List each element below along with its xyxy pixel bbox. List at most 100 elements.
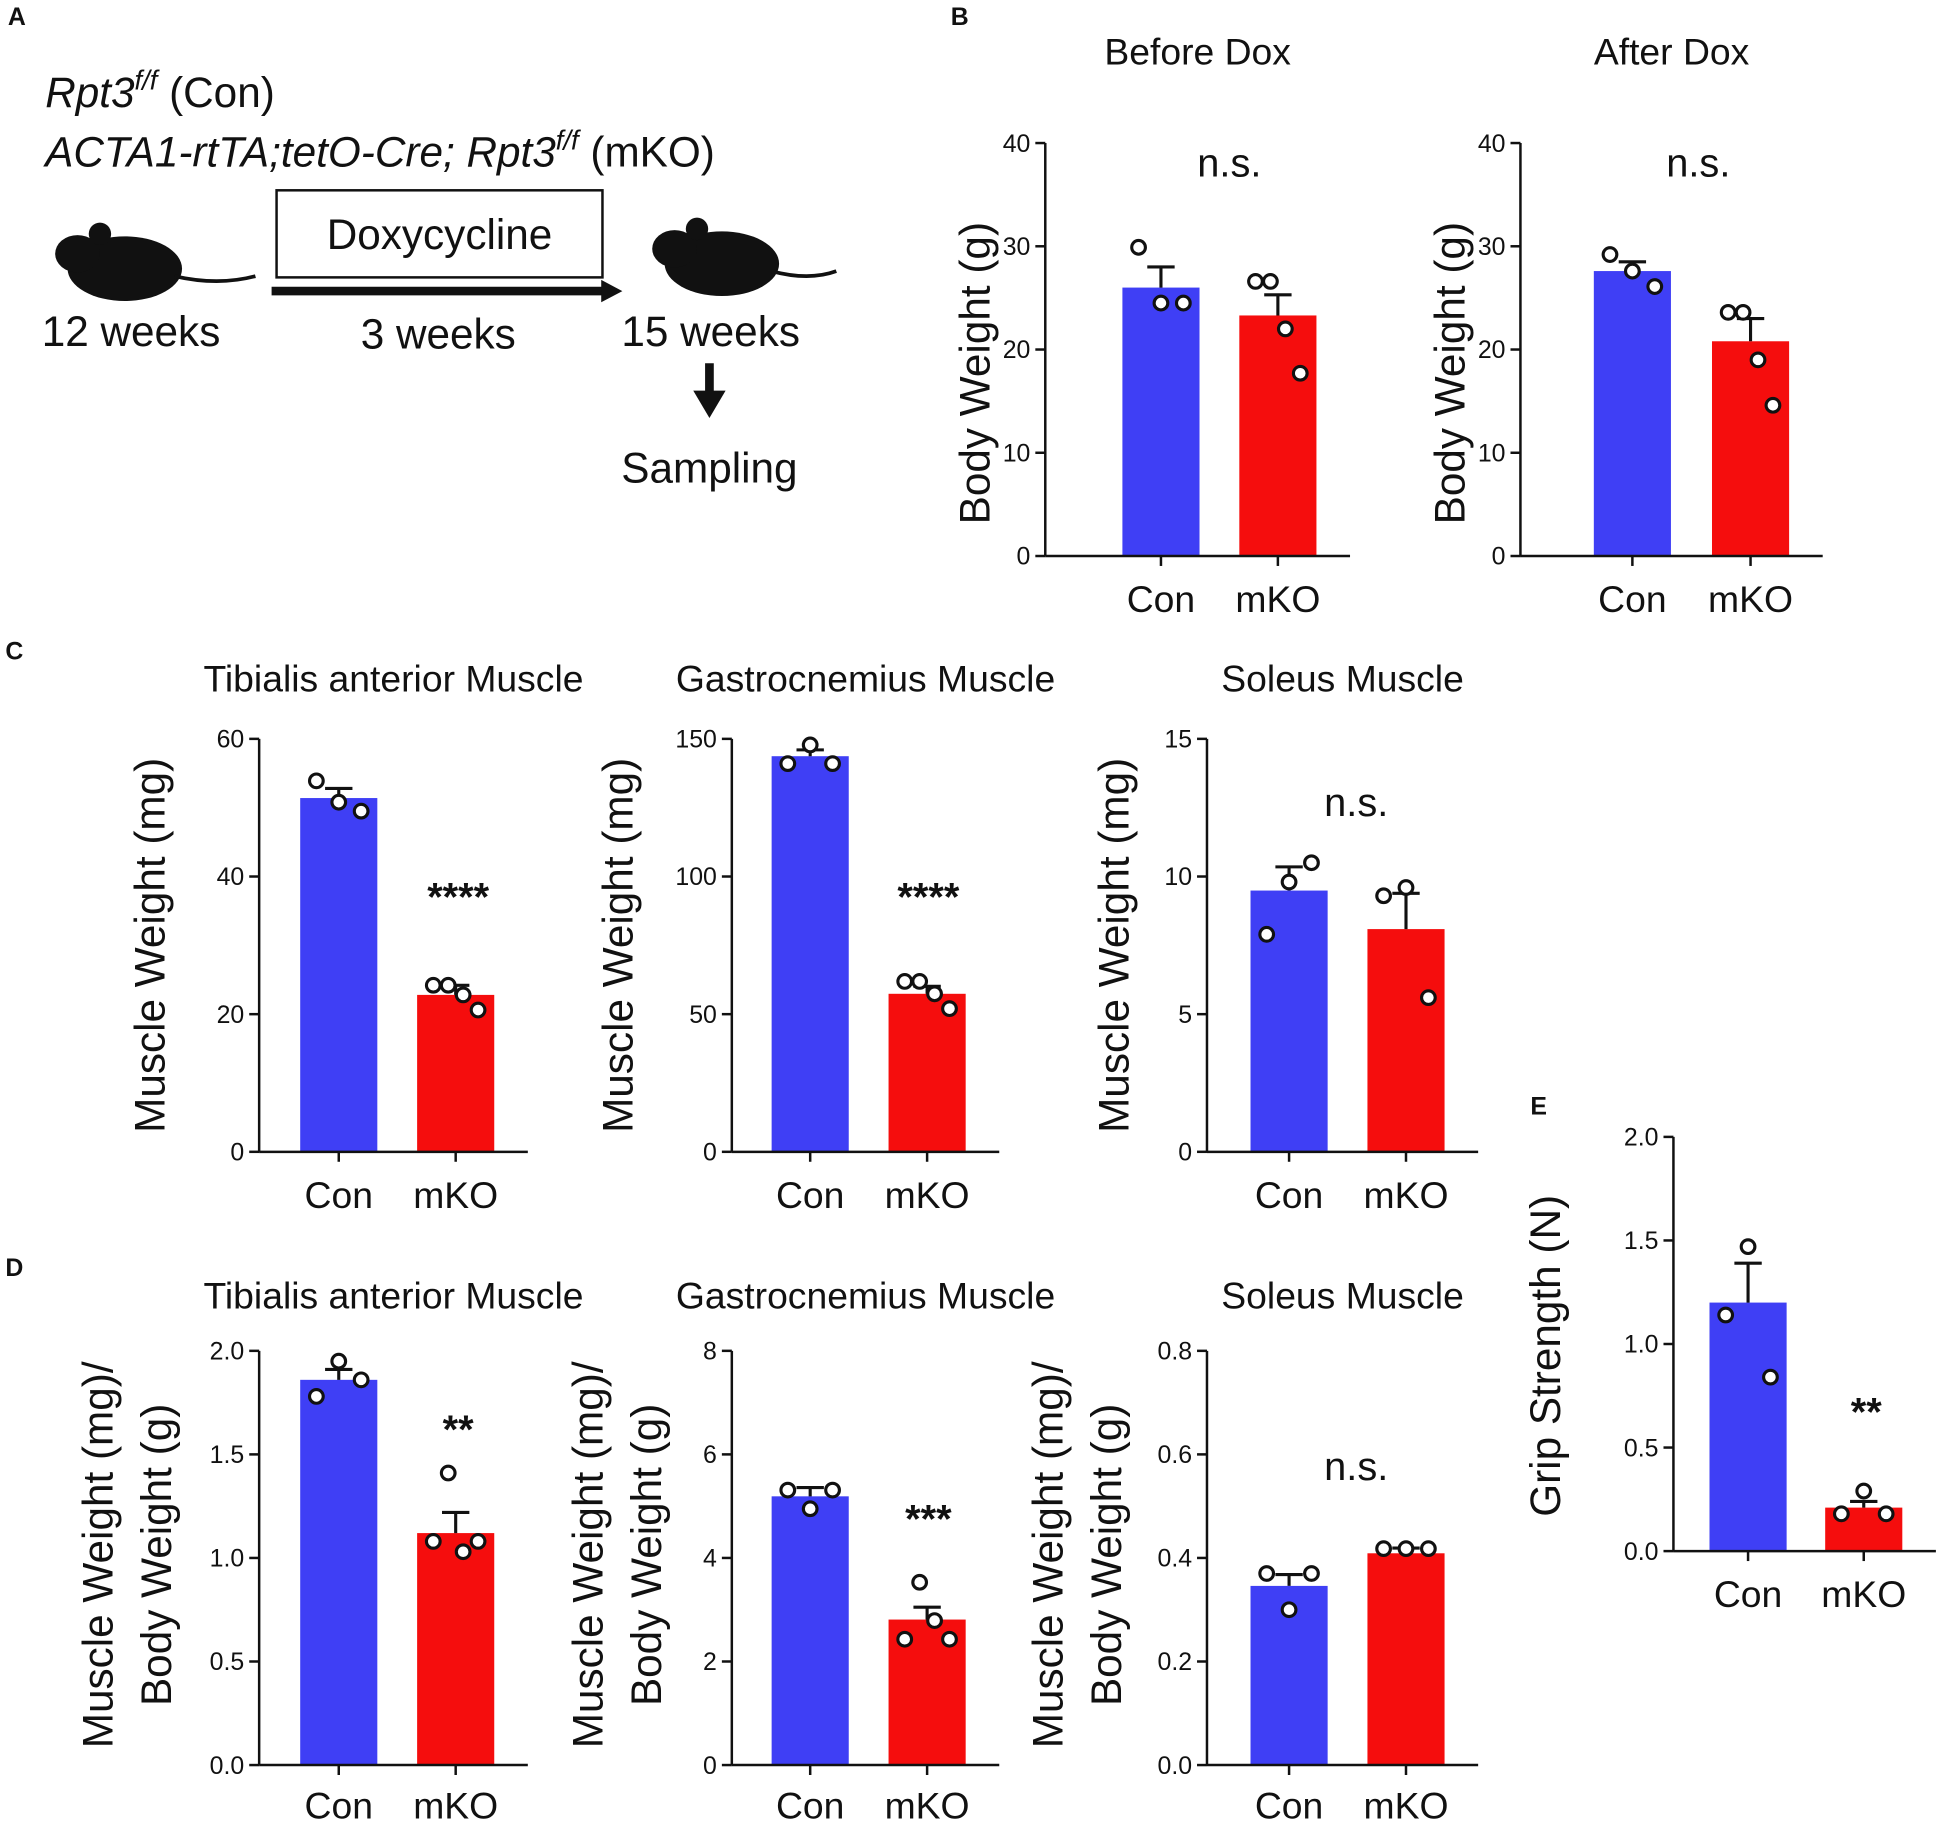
significance-label: n.s. <box>1197 142 1261 186</box>
data-point <box>1762 1368 1779 1386</box>
label: (Con) <box>157 69 274 116</box>
data-point <box>1280 873 1298 891</box>
error-bar <box>325 1367 353 1380</box>
data-point <box>1303 1565 1320 1582</box>
data-point <box>352 802 370 820</box>
significance-label: n.s. <box>1324 1445 1388 1489</box>
significance-label: ** <box>1851 1390 1882 1434</box>
duration: 3 weeks <box>361 310 516 357</box>
chart-title: Tibialis anterior Muscle <box>203 1275 583 1317</box>
chart-title: Soleus Muscle <box>1221 1275 1464 1317</box>
significance-label: ** <box>443 1408 474 1452</box>
bar <box>1122 287 1200 557</box>
data-point <box>1276 320 1294 338</box>
y-tick-label: 30 <box>1478 233 1506 261</box>
x-tick-label: mKO <box>885 1785 970 1826</box>
y-axis-label: Body Weight (g) <box>133 1404 180 1706</box>
data-point <box>439 1464 457 1482</box>
panel-letters: A B C D E <box>5 3 1547 1282</box>
y-tick-label: 40 <box>1003 130 1031 158</box>
arrow-head <box>693 390 726 418</box>
y-tick-label: 0.8 <box>1157 1338 1192 1366</box>
bar <box>1239 315 1317 557</box>
y-tick-label: 0 <box>1017 543 1031 571</box>
chart: Grip Strength (N) 0.0 0.5 1.0 1.5 2.0 Con mKO ** <box>1522 1124 1936 1615</box>
data-point <box>1739 1238 1757 1256</box>
y-tick-label: 20 <box>1003 336 1031 364</box>
bar <box>417 994 495 1152</box>
data-point <box>1262 272 1279 290</box>
y-axis-label: Muscle Weight (mg) <box>594 758 641 1133</box>
bar <box>888 993 966 1152</box>
y-axis-label: Body Weight (g) <box>1083 1404 1130 1706</box>
y-tick-label: 50 <box>689 1001 717 1029</box>
data-point <box>779 1481 797 1499</box>
y-axis-label: Body Weight (g) <box>951 222 998 524</box>
label: (mKO) <box>579 129 715 176</box>
panel-letter: B <box>951 3 969 31</box>
y-tick-label: 2.0 <box>1624 1124 1659 1152</box>
y-tick-label: 15 <box>1164 726 1192 754</box>
data-point <box>1419 1540 1437 1558</box>
x-tick-label: Con <box>776 1785 844 1826</box>
data-point <box>330 793 348 811</box>
data-point <box>941 1000 958 1018</box>
data-point <box>896 973 914 990</box>
x-tick-label: Con <box>1598 578 1666 620</box>
x-tick-label: mKO <box>1364 1174 1449 1216</box>
x-tick-label: mKO <box>413 1785 498 1826</box>
bar <box>300 798 378 1152</box>
panel-letter: D <box>5 1254 23 1282</box>
data-point <box>454 1543 472 1561</box>
data-point <box>1303 854 1320 872</box>
y-axis-label: Muscle Weight (mg) <box>1091 758 1138 1133</box>
data-point <box>1623 262 1641 280</box>
y-tick-label: 20 <box>217 1001 245 1029</box>
y-axis-label: Body Weight (g) <box>623 1404 670 1706</box>
panel-letter: A <box>8 3 26 31</box>
x-tick-label: Con <box>305 1174 373 1216</box>
x-tick-label: mKO <box>885 1174 970 1216</box>
data-point <box>1749 351 1767 369</box>
data-point <box>1258 925 1276 943</box>
data-point <box>307 772 325 790</box>
y-tick-label: 20 <box>1478 336 1506 364</box>
y-tick-label: 0.6 <box>1157 1441 1192 1469</box>
data-point <box>307 1388 325 1405</box>
y-tick-label: 0 <box>703 1752 717 1780</box>
data-point <box>439 976 457 994</box>
chart: Soleus Muscle Muscle Weight (mg) 0 5 10 15 Con… <box>1091 658 1479 1216</box>
x-tick-label: Con <box>1255 1174 1323 1216</box>
significance-label: **** <box>427 876 489 920</box>
error-bar <box>1264 293 1292 316</box>
data-point <box>1601 246 1619 263</box>
y-axis-label: Muscle Weight (mg)/ <box>74 1361 121 1748</box>
y-tick-label: 1.5 <box>210 1441 245 1469</box>
treatment-box <box>275 189 604 279</box>
y-axis-label: Body Weight (g) <box>1426 222 1473 524</box>
y-tick-label: 10 <box>1164 863 1192 891</box>
genotype-mko: ACTA1-rtTA;tetO-Cre; Rpt3f/f (mKO) <box>42 124 715 175</box>
panel-letter: E <box>1530 1093 1547 1121</box>
data-point <box>1258 1565 1276 1582</box>
data-point <box>824 755 841 773</box>
chart: Gastrocnemius Muscle Muscle Weight (mg) 0 5… <box>594 658 1055 1216</box>
data-point <box>1397 879 1415 896</box>
data-point <box>1130 238 1147 256</box>
superscript: f/f <box>556 124 581 155</box>
y-tick-label: 0.0 <box>1624 1538 1659 1566</box>
data-point <box>1419 989 1437 1007</box>
mouse-icon <box>652 217 837 297</box>
data-point <box>330 1352 348 1370</box>
chart-title: Soleus Muscle <box>1221 658 1464 700</box>
error-bar <box>1734 1261 1762 1303</box>
genotype-con: Rpt3f/f (Con) <box>45 65 275 116</box>
x-tick-label: Con <box>1127 578 1195 620</box>
data-point <box>424 976 442 994</box>
treatment: Doxycycline <box>327 211 553 258</box>
data-point <box>926 1612 943 1629</box>
chart-title: Gastrocnemius Muscle <box>676 1275 1055 1317</box>
data-point <box>911 973 929 990</box>
